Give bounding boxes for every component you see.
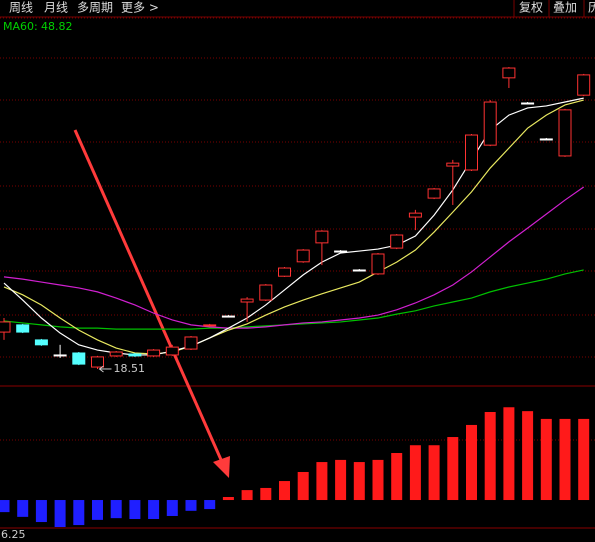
candle-body	[334, 250, 348, 253]
legend-name: MA60:	[3, 20, 38, 33]
toolbar-item[interactable]: 历	[588, 1, 595, 15]
candle-body	[539, 138, 553, 141]
histogram-bar	[73, 500, 85, 526]
candle-body	[147, 349, 161, 357]
histogram-bar	[279, 481, 290, 501]
histogram-bar	[353, 462, 365, 501]
histogram-bar	[540, 418, 552, 501]
toolbar-item[interactable]: 月线	[44, 1, 68, 15]
candle-body	[184, 336, 198, 350]
histogram-bar	[409, 445, 421, 501]
candle-body	[72, 352, 86, 365]
histogram-bar	[35, 500, 47, 523]
arrow-head	[213, 456, 230, 478]
histogram-bar	[17, 500, 29, 517]
histogram-bar	[428, 445, 440, 501]
histogram-bar	[110, 500, 122, 519]
candle-body	[483, 101, 497, 146]
toolbar-item[interactable]: 多周期	[77, 1, 113, 15]
histogram-bar	[129, 500, 141, 520]
toolbar-item[interactable]: 叠加	[553, 1, 577, 15]
histogram-bar	[148, 500, 160, 520]
annotation-arrow	[73, 129, 230, 478]
histogram-bar	[185, 500, 197, 511]
candle-body	[240, 298, 254, 303]
candle-body	[34, 339, 48, 346]
histogram-bar	[335, 459, 347, 501]
low-label: 18.51	[114, 362, 146, 375]
toolbar-item[interactable]: 周线	[9, 1, 33, 15]
candle-body	[0, 321, 11, 333]
candle-body	[259, 284, 273, 301]
candle-body	[296, 249, 310, 263]
histogram-bar	[204, 500, 216, 510]
candle-body	[558, 109, 572, 157]
candle-body	[91, 356, 104, 368]
histogram-bar	[316, 462, 328, 501]
candle-body	[315, 230, 329, 244]
histogram-bar	[297, 471, 309, 501]
histogram-bar	[260, 487, 272, 501]
toolbar-item[interactable]: 更多 >	[121, 1, 159, 15]
toolbar-item[interactable]: 复权	[519, 1, 543, 15]
candle-body	[465, 134, 478, 171]
ma-line	[3, 99, 584, 355]
candle-body	[203, 324, 217, 327]
candle-body	[109, 351, 123, 357]
histogram-bar	[447, 437, 459, 501]
histogram-bar	[466, 424, 477, 501]
histogram-bar	[559, 418, 571, 501]
histogram-bar	[503, 407, 515, 501]
histogram-bar	[522, 411, 534, 501]
candle-body	[390, 234, 404, 249]
candle-body	[352, 269, 366, 272]
low-pointer-head	[98, 365, 104, 373]
candle-body	[221, 315, 235, 318]
histogram-bar	[0, 500, 10, 513]
candle-body	[577, 74, 591, 96]
candle-body	[427, 188, 441, 199]
candle-body	[502, 67, 516, 79]
histogram-bar	[391, 452, 403, 501]
legend-value: 48.82	[41, 20, 73, 33]
histogram-bar	[484, 412, 496, 501]
ma-line	[3, 186, 585, 329]
candle-body	[446, 162, 460, 167]
candle-body	[128, 353, 142, 357]
candle-body	[165, 346, 179, 356]
histogram-bar	[222, 497, 234, 501]
histogram-bar	[54, 500, 66, 527]
candle-body	[53, 354, 67, 357]
candle-body	[278, 267, 291, 277]
histogram-bar	[166, 500, 178, 516]
histogram-bar	[92, 500, 103, 520]
toolbar: 周线 月线 多周期 更多 > 复权 叠加 历	[9, 0, 595, 17]
arrow-shaft	[73, 129, 224, 463]
candle-body	[521, 102, 535, 105]
histogram-bar	[372, 459, 384, 501]
y-tick-label: 6.25	[1, 528, 26, 541]
histogram-bar	[241, 490, 253, 501]
candle-body	[371, 253, 385, 275]
histogram-bar	[578, 418, 590, 501]
candle-body	[16, 324, 30, 333]
candle-body	[408, 212, 422, 218]
